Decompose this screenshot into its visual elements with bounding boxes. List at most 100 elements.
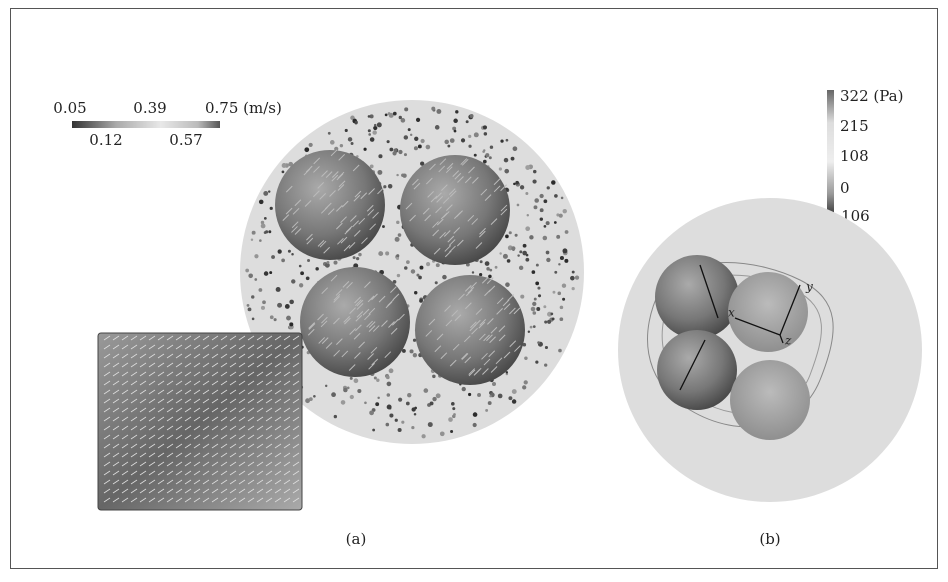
vector	[406, 260, 410, 264]
vector	[278, 249, 282, 253]
vector	[407, 393, 411, 397]
vector	[483, 125, 487, 129]
vector	[432, 397, 436, 401]
vector	[554, 271, 557, 274]
vector	[472, 271, 474, 273]
vector	[276, 287, 281, 292]
vector	[546, 221, 550, 225]
vector	[550, 313, 553, 316]
vector	[543, 236, 548, 241]
vector	[396, 221, 399, 224]
vector	[540, 217, 543, 220]
vector	[513, 146, 518, 151]
colorbar-label: 108	[840, 147, 869, 165]
vector	[368, 115, 371, 118]
axis-label: z	[784, 334, 792, 348]
vector	[489, 395, 491, 397]
vector	[248, 307, 252, 311]
panel-caption: (a)	[346, 530, 367, 548]
vector	[468, 145, 471, 148]
vector	[268, 230, 271, 233]
vector	[353, 256, 356, 259]
vector	[565, 230, 569, 234]
vector	[421, 139, 425, 143]
vector	[473, 412, 478, 417]
vector	[416, 118, 420, 122]
vector	[291, 253, 293, 255]
vector	[525, 258, 529, 262]
vector	[485, 261, 490, 266]
vector	[515, 181, 519, 185]
vector	[401, 421, 404, 424]
vector	[544, 363, 547, 366]
vector	[426, 262, 430, 266]
vector	[419, 299, 423, 303]
vector	[522, 385, 526, 389]
vector	[435, 281, 438, 284]
vector	[513, 183, 516, 186]
vector	[404, 107, 408, 111]
vector	[520, 295, 524, 299]
vector	[543, 305, 546, 308]
vector	[402, 174, 406, 178]
vector	[282, 170, 285, 173]
vector	[358, 253, 361, 256]
vector	[377, 170, 382, 175]
vector	[423, 388, 428, 393]
vector	[285, 304, 290, 309]
vector	[330, 140, 335, 145]
vector	[396, 174, 398, 176]
vector	[436, 109, 441, 114]
vector	[534, 198, 539, 203]
vector	[259, 239, 262, 242]
vector	[540, 208, 544, 212]
vector	[262, 300, 266, 304]
vector	[534, 298, 537, 301]
vector	[505, 282, 510, 287]
vector	[532, 302, 536, 306]
vector	[392, 151, 396, 155]
vector	[517, 204, 520, 207]
vector	[333, 261, 337, 265]
vector	[357, 389, 361, 393]
vector	[421, 434, 425, 438]
vector	[420, 266, 424, 270]
vector	[350, 395, 354, 399]
vector	[378, 251, 383, 256]
vector	[504, 158, 509, 163]
vector	[331, 392, 336, 397]
vector	[498, 394, 503, 399]
vector	[533, 311, 537, 315]
colorbar-label: 0.05	[53, 99, 86, 117]
vector	[289, 322, 293, 326]
vector	[413, 353, 417, 357]
vector	[396, 257, 399, 260]
vector	[474, 132, 479, 137]
vector	[466, 120, 469, 123]
vector	[537, 287, 540, 290]
vector	[414, 291, 417, 294]
vector	[374, 124, 377, 127]
vector	[544, 225, 547, 228]
vector	[544, 199, 548, 203]
vector	[247, 304, 250, 307]
colorbar-label: 0.12	[89, 131, 122, 149]
vector	[474, 154, 477, 157]
vector	[307, 259, 310, 262]
vector	[492, 382, 496, 386]
vector	[265, 230, 268, 233]
vector	[453, 413, 456, 416]
vector	[560, 306, 564, 310]
panel-caption: (b)	[759, 530, 780, 548]
vector	[404, 153, 407, 156]
vector	[306, 276, 310, 280]
vector	[506, 139, 509, 142]
vector	[461, 138, 465, 142]
vector	[269, 271, 272, 274]
vector	[554, 194, 558, 198]
vector	[512, 389, 517, 394]
vector	[389, 368, 394, 373]
colorbar-label: 0.57	[169, 131, 202, 149]
vector	[564, 259, 568, 263]
vector	[537, 341, 540, 344]
